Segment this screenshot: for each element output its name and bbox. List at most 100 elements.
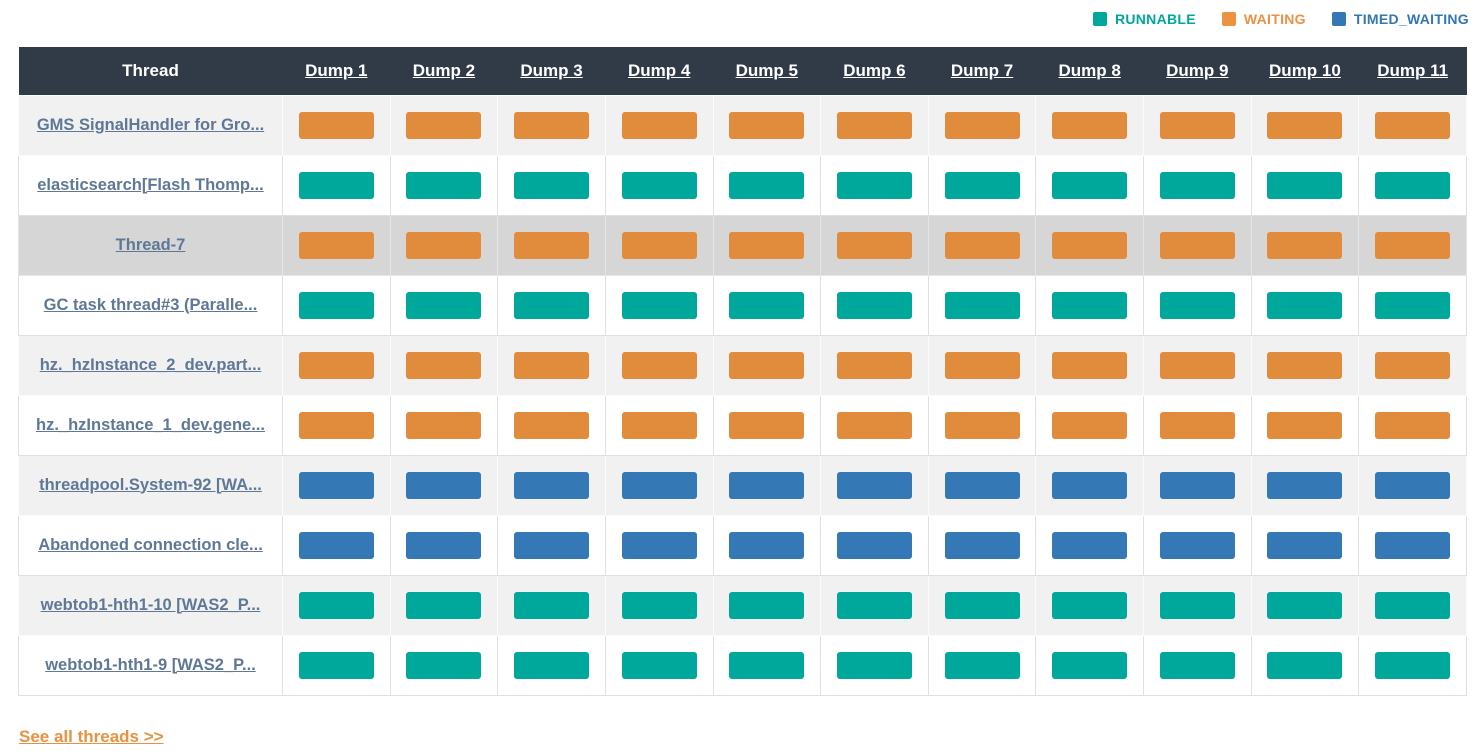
state-block-runnable[interactable] [621, 651, 697, 679]
thread-name-link[interactable]: webtob1-hth1-9 [WAS2_P... [45, 655, 256, 674]
state-block-timed_waiting[interactable] [1052, 531, 1128, 559]
state-block-runnable[interactable] [1159, 651, 1235, 679]
state-block-waiting[interactable] [729, 231, 805, 259]
state-block-waiting[interactable] [729, 411, 805, 439]
dump-header-link[interactable]: Dump 6 [843, 60, 906, 80]
state-block-runnable[interactable] [621, 171, 697, 199]
state-block-runnable[interactable] [406, 291, 482, 319]
state-block-runnable[interactable] [1159, 291, 1235, 319]
thread-name-link[interactable]: Thread-7 [115, 235, 186, 254]
dump-header-link[interactable]: Dump 1 [305, 60, 368, 80]
state-block-waiting[interactable] [1267, 111, 1343, 139]
state-block-runnable[interactable] [1052, 171, 1128, 199]
state-block-runnable[interactable] [1267, 651, 1343, 679]
state-block-timed_waiting[interactable] [406, 471, 482, 499]
state-block-timed_waiting[interactable] [621, 531, 697, 559]
dump-header-link[interactable]: Dump 3 [520, 60, 583, 80]
state-block-runnable[interactable] [514, 651, 590, 679]
state-block-runnable[interactable] [406, 651, 482, 679]
thread-name-link[interactable]: elasticsearch[Flash Thomp... [37, 175, 264, 194]
state-block-runnable[interactable] [729, 651, 805, 679]
thread-name-link[interactable]: webtob1-hth1-10 [WAS2_P... [40, 595, 261, 614]
state-block-waiting[interactable] [406, 351, 482, 379]
thread-name-link[interactable]: hz._hzInstance_2_dev.part... [39, 355, 262, 374]
state-block-waiting[interactable] [1267, 411, 1343, 439]
state-block-waiting[interactable] [729, 111, 805, 139]
state-block-runnable[interactable] [1375, 171, 1451, 199]
state-block-runnable[interactable] [836, 591, 912, 619]
state-block-waiting[interactable] [621, 351, 697, 379]
state-block-waiting[interactable] [1375, 351, 1451, 379]
dump-header-link[interactable]: Dump 7 [950, 60, 1014, 80]
state-block-waiting[interactable] [1159, 231, 1235, 259]
state-block-timed_waiting[interactable] [944, 531, 1020, 559]
state-block-waiting[interactable] [944, 111, 1020, 139]
state-block-runnable[interactable] [298, 591, 374, 619]
state-block-waiting[interactable] [1267, 231, 1343, 259]
state-block-waiting[interactable] [1375, 231, 1451, 259]
thread-name-link[interactable]: Abandoned connection cle... [38, 535, 263, 554]
state-block-waiting[interactable] [1052, 231, 1128, 259]
state-block-waiting[interactable] [944, 351, 1020, 379]
dump-header-link[interactable]: Dump 11 [1377, 60, 1449, 80]
state-block-timed_waiting[interactable] [729, 471, 805, 499]
state-block-runnable[interactable] [729, 591, 805, 619]
state-block-runnable[interactable] [514, 291, 590, 319]
state-block-runnable[interactable] [944, 291, 1020, 319]
state-block-waiting[interactable] [1159, 111, 1235, 139]
state-block-waiting[interactable] [514, 351, 590, 379]
dump-header-link[interactable]: Dump 8 [1058, 60, 1121, 80]
state-block-runnable[interactable] [836, 291, 912, 319]
state-block-runnable[interactable] [1267, 291, 1343, 319]
state-block-runnable[interactable] [621, 591, 697, 619]
state-block-timed_waiting[interactable] [1375, 531, 1451, 559]
state-block-waiting[interactable] [621, 411, 697, 439]
state-block-runnable[interactable] [621, 291, 697, 319]
state-block-timed_waiting[interactable] [406, 531, 482, 559]
state-block-runnable[interactable] [1267, 171, 1343, 199]
state-block-waiting[interactable] [514, 231, 590, 259]
state-block-waiting[interactable] [1159, 351, 1235, 379]
state-block-waiting[interactable] [406, 231, 482, 259]
thread-name-link[interactable]: GC task thread#3 (Paralle... [43, 295, 258, 314]
state-block-waiting[interactable] [944, 411, 1020, 439]
state-block-runnable[interactable] [1159, 591, 1235, 619]
state-block-timed_waiting[interactable] [836, 471, 912, 499]
state-block-waiting[interactable] [836, 111, 912, 139]
state-block-timed_waiting[interactable] [1159, 471, 1235, 499]
state-block-runnable[interactable] [1052, 591, 1128, 619]
state-block-timed_waiting[interactable] [1267, 531, 1343, 559]
state-block-timed_waiting[interactable] [944, 471, 1020, 499]
state-block-waiting[interactable] [836, 411, 912, 439]
state-block-runnable[interactable] [298, 171, 374, 199]
state-block-runnable[interactable] [944, 651, 1020, 679]
state-block-waiting[interactable] [1159, 411, 1235, 439]
state-block-runnable[interactable] [1375, 591, 1451, 619]
state-block-waiting[interactable] [1267, 351, 1343, 379]
state-block-runnable[interactable] [1159, 171, 1235, 199]
thread-name-link[interactable]: hz._hzInstance_1_dev.gene... [36, 415, 265, 434]
state-block-timed_waiting[interactable] [836, 531, 912, 559]
state-block-runnable[interactable] [1052, 291, 1128, 319]
state-block-waiting[interactable] [729, 351, 805, 379]
state-block-timed_waiting[interactable] [621, 471, 697, 499]
thread-name-link[interactable]: GMS SignalHandler for Gro... [36, 115, 265, 134]
state-block-waiting[interactable] [298, 231, 374, 259]
state-block-waiting[interactable] [1052, 111, 1128, 139]
state-block-waiting[interactable] [621, 231, 697, 259]
state-block-timed_waiting[interactable] [1267, 471, 1343, 499]
state-block-waiting[interactable] [406, 111, 482, 139]
state-block-runnable[interactable] [729, 291, 805, 319]
state-block-runnable[interactable] [514, 591, 590, 619]
state-block-runnable[interactable] [836, 171, 912, 199]
state-block-runnable[interactable] [1375, 651, 1451, 679]
state-block-runnable[interactable] [406, 171, 482, 199]
state-block-runnable[interactable] [944, 171, 1020, 199]
state-block-waiting[interactable] [1052, 351, 1128, 379]
dump-header-link[interactable]: Dump 5 [735, 60, 798, 80]
dump-header-link[interactable]: Dump 4 [628, 60, 691, 80]
state-block-timed_waiting[interactable] [729, 531, 805, 559]
state-block-timed_waiting[interactable] [1375, 471, 1451, 499]
state-block-waiting[interactable] [836, 351, 912, 379]
state-block-runnable[interactable] [298, 291, 374, 319]
